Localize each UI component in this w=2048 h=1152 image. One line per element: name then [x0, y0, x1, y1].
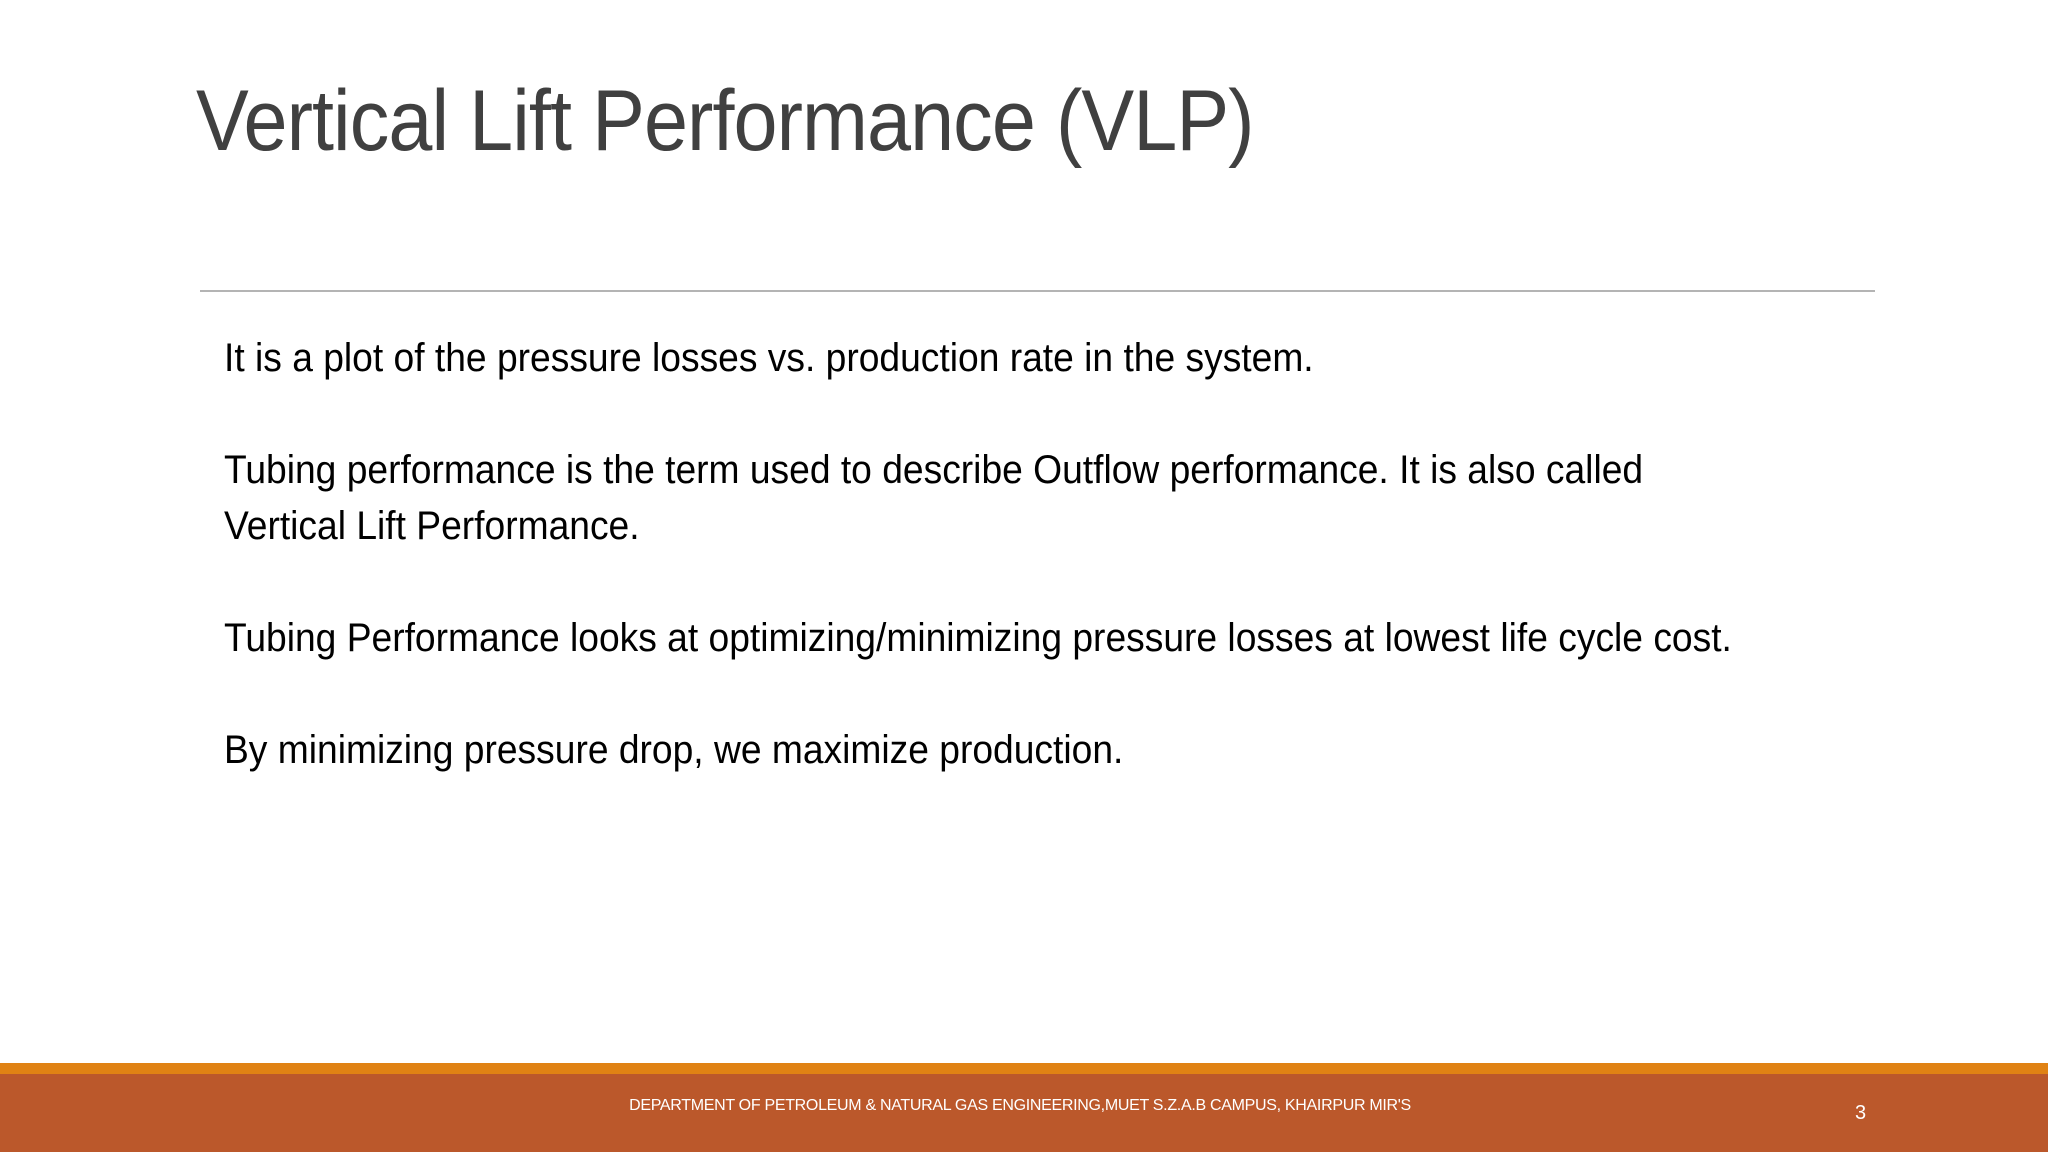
- page-number: 3: [1855, 1102, 1867, 1124]
- slide-body: It is a plot of the pressure losses vs. …: [224, 330, 1744, 834]
- title-divider: [200, 290, 1875, 292]
- footer-accent-strip: [0, 1063, 2048, 1074]
- paragraph-1: It is a plot of the pressure losses vs. …: [224, 336, 1314, 380]
- footer-text: DEPARTMENT OF PETROLEUM & NATURAL GAS EN…: [629, 1097, 1411, 1114]
- slide-title: Vertical Lift Performance (VLP): [196, 73, 1255, 169]
- paragraph-3: Tubing Performance looks at optimizing/m…: [224, 616, 1732, 660]
- paragraph-2: Tubing performance is the term used to d…: [224, 448, 1644, 548]
- footer-band: DEPARTMENT OF PETROLEUM & NATURAL GAS EN…: [0, 1074, 2048, 1152]
- paragraph-4: By minimizing pressure drop, we maximize…: [224, 728, 1124, 772]
